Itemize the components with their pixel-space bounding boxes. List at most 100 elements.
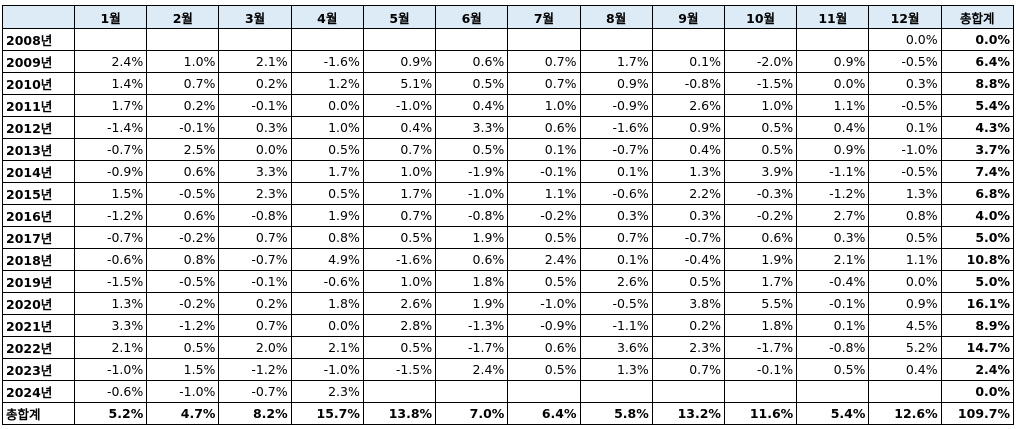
cell: -0.1% bbox=[507, 160, 581, 183]
cell: 0.4% bbox=[868, 358, 942, 381]
cell: 1.4% bbox=[73, 72, 148, 95]
cell: -0.7% bbox=[218, 248, 292, 271]
cell: -1.1% bbox=[579, 314, 653, 337]
cell: 1.7% bbox=[579, 50, 653, 73]
cell: -0.7% bbox=[218, 380, 292, 403]
cell: 0.6% bbox=[146, 160, 220, 183]
cell: 1.5% bbox=[73, 182, 148, 205]
cell: 2.4% bbox=[435, 358, 509, 381]
cell: 2.6% bbox=[579, 270, 653, 293]
cell: 0.5% bbox=[290, 138, 364, 161]
cell: 0.7% bbox=[651, 358, 725, 381]
cell: 0.5% bbox=[362, 336, 437, 359]
cell: 3.3% bbox=[218, 160, 292, 183]
cell: 1.9% bbox=[290, 204, 364, 227]
cell: 0.8% bbox=[868, 204, 942, 227]
header-cell: 7월 bbox=[507, 5, 581, 29]
cell: 1.8% bbox=[290, 292, 364, 315]
cell: 2.2% bbox=[651, 182, 725, 205]
cell: 0.7% bbox=[362, 138, 437, 161]
cell: -0.5% bbox=[868, 50, 942, 73]
cell: 3.9% bbox=[723, 160, 798, 183]
cell bbox=[507, 28, 581, 51]
cell: 0.5% bbox=[507, 358, 581, 381]
cell: -0.9% bbox=[73, 160, 148, 183]
cell: -0.8% bbox=[651, 72, 725, 95]
cell: 0.8% bbox=[146, 248, 220, 271]
cell: -0.1% bbox=[146, 116, 220, 139]
cell: 0.3% bbox=[796, 226, 870, 249]
cell: -0.8% bbox=[796, 336, 870, 359]
cell: 0.7% bbox=[218, 226, 292, 249]
cell: -1.0% bbox=[507, 292, 581, 315]
cell: -1.6% bbox=[290, 50, 364, 73]
header-cell: 12월 bbox=[868, 5, 942, 29]
cell: 0.5% bbox=[723, 138, 798, 161]
cell: 1.1% bbox=[796, 94, 870, 117]
cell: 0.2% bbox=[218, 72, 292, 95]
cell: 0.4% bbox=[362, 116, 437, 139]
cell: 0.3% bbox=[218, 116, 292, 139]
cell: -0.4% bbox=[651, 248, 725, 271]
cell: 5.5% bbox=[723, 292, 798, 315]
cell: 0.4% bbox=[651, 138, 725, 161]
cell: -1.4% bbox=[73, 116, 148, 139]
row: 2020년 1.3% -0.2% 0.2% 1.8% 2.6% 1.9% -1.0% -0.5%… bbox=[2, 292, 1015, 315]
cell: 2.3% bbox=[218, 182, 292, 205]
cell bbox=[290, 28, 364, 51]
cell: 4.7% bbox=[146, 402, 220, 425]
row-label: 2016년 bbox=[2, 204, 75, 227]
cell: 2.3% bbox=[651, 336, 725, 359]
header-row: 1월 2월 3월 4월 5월 6월 7월 8월 9월 10월 11월 12월 총합계 bbox=[2, 5, 1015, 29]
cell: 2.3% bbox=[290, 380, 364, 403]
cell: 1.3% bbox=[651, 160, 725, 183]
cell: -0.1% bbox=[796, 292, 870, 315]
row: 2009년 2.4% 1.0% 2.1% -1.6% 0.9% 0.6% 0.7% 1.7% 0.… bbox=[2, 50, 1015, 73]
cell: -1.3% bbox=[435, 314, 509, 337]
cell: 0.5% bbox=[507, 226, 581, 249]
cell: 1.5% bbox=[146, 358, 220, 381]
cell bbox=[362, 380, 437, 403]
cell: 0.7% bbox=[362, 204, 437, 227]
cell: -0.6% bbox=[73, 380, 148, 403]
cell: 0.1% bbox=[507, 138, 581, 161]
cell: -0.7% bbox=[73, 226, 148, 249]
cell: 0.5% bbox=[651, 270, 725, 293]
row: 2019년 -1.5% -0.5% -0.1% -0.6% 1.0% 1.8% 0.5% 2.6… bbox=[2, 270, 1015, 293]
cell: 3.6% bbox=[579, 336, 653, 359]
cell: 3.3% bbox=[73, 314, 148, 337]
cell: 2.8% bbox=[362, 314, 437, 337]
cell: 0.0% bbox=[868, 270, 942, 293]
cell: 14.7% bbox=[940, 336, 1015, 359]
row: 2014년 -0.9% 0.6% 3.3% 1.7% 1.0% -1.9% -0.1% 0.1%… bbox=[2, 160, 1015, 183]
cell: 1.3% bbox=[579, 358, 653, 381]
cell bbox=[723, 28, 798, 51]
cell bbox=[579, 28, 653, 51]
cell: -1.0% bbox=[73, 358, 148, 381]
row-label: 2022년 bbox=[2, 336, 75, 359]
cell: 0.9% bbox=[579, 72, 653, 95]
cell bbox=[362, 28, 437, 51]
cell: 5.4% bbox=[796, 402, 870, 425]
cell: 1.1% bbox=[507, 182, 581, 205]
cell: 0.1% bbox=[651, 50, 725, 73]
row: 2015년 1.5% -0.5% 2.3% 0.5% 1.7% -1.0% 1.1% -0.6%… bbox=[2, 182, 1015, 205]
cell: -1.5% bbox=[723, 72, 798, 95]
row: 2008년 0.0% 0.0% bbox=[2, 28, 1015, 51]
header-cell: 9월 bbox=[651, 5, 725, 29]
cell: 0.7% bbox=[507, 72, 581, 95]
cell: -0.2% bbox=[723, 204, 798, 227]
cell bbox=[435, 380, 509, 403]
cell: -0.5% bbox=[868, 160, 942, 183]
cell: 0.9% bbox=[651, 116, 725, 139]
cell: 0.0% bbox=[796, 72, 870, 95]
cell: 8.9% bbox=[940, 314, 1015, 337]
cell: 2.1% bbox=[290, 336, 364, 359]
cell: 1.7% bbox=[73, 94, 148, 117]
cell: 0.5% bbox=[435, 72, 509, 95]
row: 2011년 1.7% 0.2% -0.1% 0.0% -1.0% 0.4% 1.0% -0.9%… bbox=[2, 94, 1015, 117]
row: 2022년 2.1% 0.5% 2.0% 2.1% 0.5% -1.7% 0.6% 3.6% 2.… bbox=[2, 336, 1015, 359]
cell: -0.6% bbox=[290, 270, 364, 293]
cell: 0.7% bbox=[579, 226, 653, 249]
cell: 0.6% bbox=[507, 116, 581, 139]
